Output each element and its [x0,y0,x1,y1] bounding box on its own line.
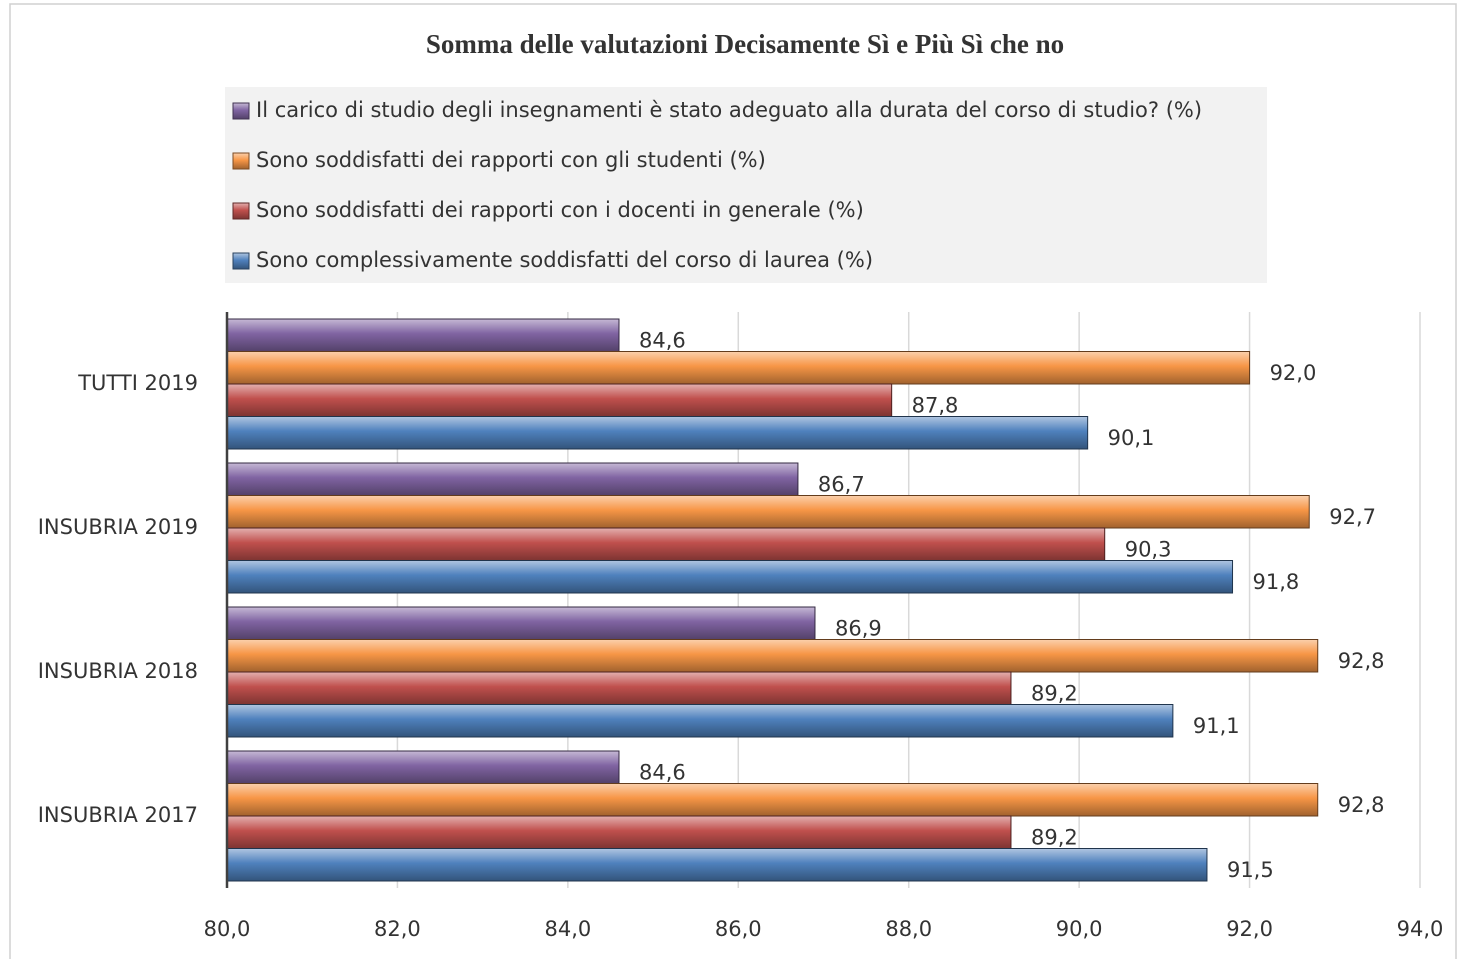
value-label: 86,9 [835,616,882,640]
value-label: 89,2 [1031,681,1078,705]
legend-label: Il carico di studio degli insegnamenti è… [256,98,1202,122]
bar [226,606,816,640]
value-label: 92,8 [1338,793,1385,817]
value-label: 92,0 [1270,361,1317,385]
value-label: 91,5 [1227,858,1274,882]
value-label: 91,1 [1193,714,1240,738]
value-label: 92,7 [1329,505,1376,529]
y-tick-label: TUTTI 2019 [77,371,198,395]
legend-swatch [232,202,250,220]
bar [226,351,1251,385]
chart-frame [9,3,1457,959]
value-label: 90,3 [1125,537,1172,561]
value-label: 84,6 [639,760,686,784]
bar [226,527,1106,561]
bar [226,318,620,352]
x-tick-label: 82,0 [374,917,421,941]
x-tick-label: 80,0 [204,917,251,941]
legend-box [225,87,1267,283]
bar [226,750,620,784]
y-tick-label: INSUBRIA 2017 [38,803,198,827]
value-label: 87,8 [912,393,959,417]
legend-swatch [232,102,250,120]
value-label: 84,6 [639,328,686,352]
x-tick-label: 94,0 [1397,917,1444,941]
chart-title: Somma delle valutazioni Decisamente Sì e… [426,29,1064,59]
value-label: 89,2 [1031,825,1078,849]
bar [226,815,1012,849]
y-tick-label: INSUBRIA 2018 [38,659,198,683]
bar [226,495,1310,529]
x-tick-label: 88,0 [885,917,932,941]
bar [226,639,1319,673]
value-label: 90,1 [1108,426,1155,450]
bar [226,462,799,496]
value-label: 92,8 [1338,649,1385,673]
legend-label: Sono soddisfatti dei rapporti con gli st… [256,148,766,172]
y-tick-label: INSUBRIA 2019 [38,515,198,539]
value-label: 86,7 [818,472,865,496]
x-tick-label: 92,0 [1226,917,1273,941]
x-tick-label: 84,0 [544,917,591,941]
bar [226,704,1174,738]
bar [226,848,1208,882]
value-label: 91,8 [1253,570,1300,594]
bar [226,783,1319,817]
legend-swatch [232,252,250,270]
legend-label: Sono complessivamente soddisfatti del co… [256,248,873,272]
bar [226,560,1234,594]
x-tick-label: 90,0 [1056,917,1103,941]
bar [226,383,893,417]
bar [226,671,1012,705]
legend-swatch [232,152,250,170]
bar [226,416,1089,450]
x-tick-label: 86,0 [715,917,762,941]
legend-label: Sono soddisfatti dei rapporti con i doce… [256,198,864,222]
